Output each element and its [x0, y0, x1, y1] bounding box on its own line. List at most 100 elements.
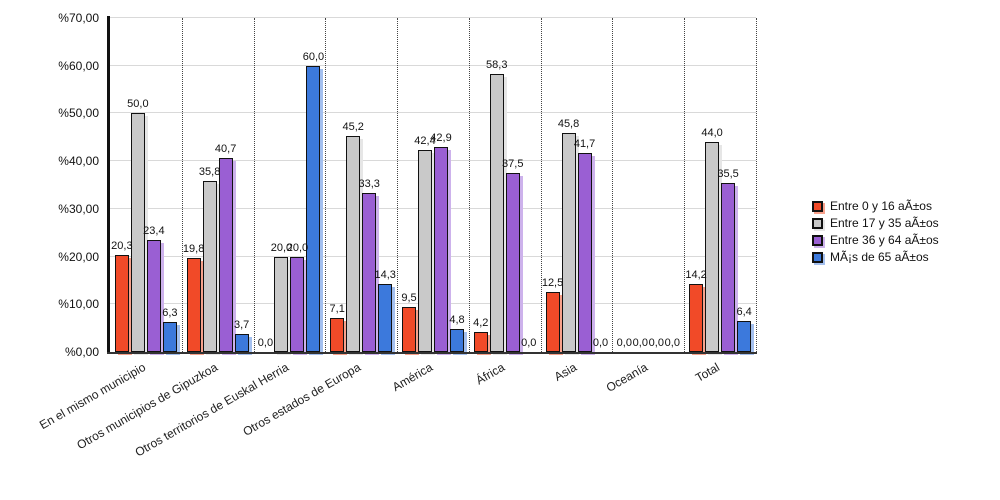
gridline-horizontal — [110, 303, 756, 305]
gridline-horizontal — [110, 17, 756, 18]
bar-slot: 0,0 — [648, 18, 664, 352]
bar-value-label: 35,5 — [717, 167, 739, 180]
bar-value-label: 44,0 — [701, 127, 723, 140]
bar-slot: 23,4 — [143, 18, 165, 352]
bar-slot: 19,8 — [183, 18, 204, 352]
bar-slot: 9,5 — [401, 18, 417, 352]
bar-value-label: 0,0 — [648, 337, 664, 349]
y-tick-label: %20,00 — [58, 249, 99, 264]
bar-slot: 33,3 — [358, 18, 380, 352]
gridline-vertical-dotted — [612, 18, 614, 352]
y-axis-line — [107, 16, 110, 354]
bar — [561, 133, 576, 352]
y-tick-label: %60,00 — [58, 58, 99, 73]
bar-value-label: 0,0 — [521, 337, 537, 349]
legend-label: Entre 0 y 16 aÃ±os — [830, 199, 932, 213]
bar-slot: 40,7 — [215, 18, 236, 352]
bar-value-label: 50,0 — [127, 98, 149, 111]
gridline-vertical-dotted — [684, 18, 686, 352]
bar-value-label: 20,3 — [111, 240, 133, 253]
bar — [417, 149, 432, 352]
bar-value-label: 42,4 — [414, 134, 436, 147]
bar — [186, 257, 201, 352]
legend-label: MÃ¡s de 65 aÃ±os — [830, 250, 929, 264]
bar-slot: 37,5 — [502, 18, 523, 352]
bar-group: 7,1 45,2 33,3 14,3 — [325, 18, 397, 352]
bar-group: 14,2 44,0 35,5 6,4 — [684, 18, 756, 352]
bar-value-label: 60,0 — [302, 50, 325, 63]
bar-value-label: 7,1 — [329, 303, 345, 316]
bar — [202, 181, 217, 352]
bar-slot: 42,9 — [430, 18, 452, 352]
bar-slot: 4,2 — [473, 18, 488, 352]
y-tick-label: %70,00 — [58, 11, 99, 25]
bar — [705, 142, 720, 352]
bar-value-label: 20,0 — [270, 241, 293, 254]
bar — [577, 153, 592, 352]
legend-swatch — [812, 235, 823, 246]
bar-group: 20,3 50,0 23,4 6,3 — [110, 18, 182, 352]
bar-slot: 6,3 — [162, 18, 178, 352]
bar — [489, 73, 504, 352]
bar-value-label: 19,8 — [182, 242, 205, 255]
bar-value-label: 14,2 — [685, 269, 707, 282]
legend-item: MÃ¡s de 65 aÃ±os — [812, 251, 939, 264]
bar-slot: 0,0 — [664, 18, 680, 352]
bar-slot: 12,5 — [542, 18, 563, 352]
bar — [130, 113, 145, 352]
bar-value-label: 37,5 — [502, 158, 524, 171]
bar-slot: 14,3 — [374, 18, 396, 352]
bar — [146, 240, 161, 352]
bar-slot: 0,0 — [617, 18, 632, 352]
plot-area: 20,3 50,0 23,4 6,3 19,8 35,8 40,7 3,7 0,0 20,0 20,… — [110, 17, 757, 352]
bar-value-label: 20,0 — [286, 241, 309, 254]
bar-value-label: 0,0 — [664, 337, 680, 349]
bar-group: 0,0 20,0 20,0 60,0 — [254, 18, 326, 352]
y-tick-label: %50,00 — [58, 106, 99, 121]
gridline-horizontal — [110, 160, 756, 162]
bar — [274, 256, 289, 352]
y-tick-label: %0,00 — [64, 345, 99, 359]
gridline-vertical-dotted — [756, 18, 757, 352]
bar — [306, 65, 321, 352]
gridline-vertical-dotted — [181, 18, 183, 352]
bar-slot: 0,0 — [633, 18, 648, 352]
bar-value-label: 45,2 — [342, 121, 364, 134]
bar-value-label: 45,8 — [557, 118, 580, 131]
bar — [162, 321, 177, 352]
bar-slot: 6,4 — [736, 18, 752, 352]
bar — [218, 157, 233, 352]
bar-slot: 58,3 — [486, 18, 507, 352]
bar-slot: 45,2 — [342, 18, 364, 352]
bar — [114, 255, 129, 352]
bar-slot: 44,0 — [701, 18, 723, 352]
gridline-vertical-dotted — [253, 18, 255, 352]
bar-slot: 0,0 — [593, 18, 608, 352]
bar-value-label: 42,9 — [430, 132, 452, 145]
bar-slot: 45,8 — [558, 18, 579, 352]
legend-item: Entre 17 y 35 aÃ±os — [812, 217, 939, 230]
bar-value-label: 41,7 — [573, 138, 596, 151]
y-tick-label: %30,00 — [58, 201, 99, 216]
legend-label: Entre 36 y 64 aÃ±os — [830, 233, 939, 247]
legend-item: Entre 0 y 16 aÃ±os — [812, 200, 939, 213]
y-tick-label: %40,00 — [58, 154, 99, 169]
bar — [290, 256, 305, 352]
bar-slot: 0,0 — [521, 18, 537, 352]
bar-value-label: 0,0 — [257, 337, 274, 349]
bar-value-label: 33,3 — [358, 178, 380, 191]
bar — [449, 329, 464, 352]
bar-value-label: 35,8 — [198, 166, 221, 179]
legend-swatch — [812, 252, 823, 263]
bar-slot: 35,8 — [199, 18, 220, 352]
bar — [378, 283, 393, 352]
bar-slot: 42,4 — [414, 18, 436, 352]
bar-value-label: 6,4 — [736, 306, 752, 319]
legend: Entre 0 y 16 aÃ±os Entre 17 y 35 aÃ±os Ent… — [812, 200, 939, 264]
gridline-vertical-dotted — [540, 18, 542, 352]
gridline-horizontal — [110, 112, 756, 114]
bar — [737, 321, 752, 352]
bar — [545, 292, 560, 352]
gridline-vertical-dotted — [397, 18, 399, 352]
